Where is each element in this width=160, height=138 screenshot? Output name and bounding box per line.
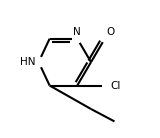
Text: Cl: Cl: [110, 81, 121, 91]
Text: N: N: [73, 27, 81, 37]
Text: HN: HN: [20, 57, 36, 67]
Text: O: O: [106, 27, 114, 37]
